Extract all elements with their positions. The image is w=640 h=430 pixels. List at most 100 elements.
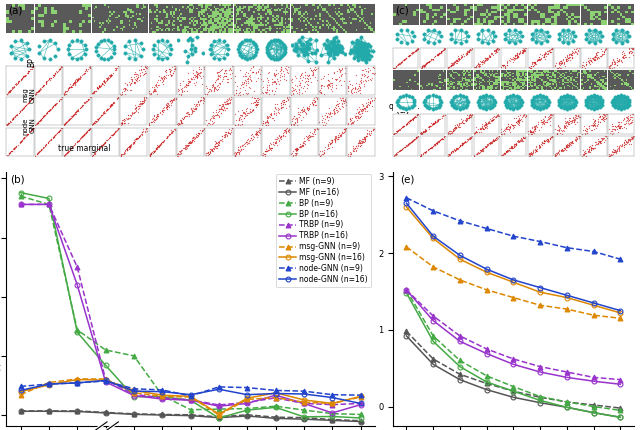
Point bbox=[176, 91, 186, 98]
Point bbox=[351, 147, 361, 154]
Point bbox=[331, 134, 341, 141]
Point bbox=[424, 92, 435, 99]
Point bbox=[582, 128, 593, 135]
Point bbox=[146, 89, 156, 96]
Point bbox=[513, 139, 524, 146]
Point bbox=[116, 90, 127, 97]
Point bbox=[340, 51, 350, 58]
Point bbox=[198, 126, 208, 133]
Point bbox=[88, 89, 99, 96]
Point bbox=[488, 137, 498, 144]
Point bbox=[502, 124, 513, 131]
Point bbox=[42, 110, 52, 117]
Point bbox=[183, 82, 193, 89]
Point bbox=[302, 104, 312, 111]
Point bbox=[177, 88, 188, 95]
Point bbox=[26, 126, 36, 133]
Point bbox=[428, 120, 438, 127]
Point bbox=[554, 59, 564, 66]
Point bbox=[108, 130, 118, 137]
Point bbox=[65, 83, 76, 90]
Point bbox=[623, 112, 634, 119]
Point bbox=[476, 148, 486, 155]
Point bbox=[492, 46, 502, 53]
Point bbox=[484, 53, 495, 60]
Point bbox=[572, 135, 582, 142]
Point bbox=[351, 148, 361, 155]
Point bbox=[406, 116, 417, 123]
Point bbox=[409, 48, 419, 55]
Point bbox=[340, 58, 350, 65]
Point bbox=[326, 140, 336, 147]
Point bbox=[339, 124, 349, 131]
Point bbox=[211, 107, 221, 114]
Point bbox=[332, 135, 342, 142]
Point bbox=[283, 126, 293, 133]
Point bbox=[415, 152, 425, 159]
Point bbox=[211, 112, 221, 119]
Point bbox=[409, 114, 419, 121]
Point bbox=[109, 130, 119, 137]
Point bbox=[493, 45, 504, 52]
Point bbox=[83, 96, 93, 103]
Point bbox=[355, 138, 365, 145]
Point bbox=[141, 125, 151, 132]
Point bbox=[575, 114, 585, 120]
Point bbox=[517, 48, 527, 55]
Point bbox=[302, 50, 312, 57]
Point bbox=[446, 127, 456, 134]
TRBP (n=16) bbox=[300, 401, 308, 406]
Point bbox=[454, 141, 465, 148]
Point bbox=[38, 114, 48, 120]
Point bbox=[356, 139, 366, 146]
BP (n=9) bbox=[215, 406, 223, 412]
Point bbox=[607, 64, 617, 71]
Point bbox=[180, 145, 191, 152]
Point bbox=[266, 144, 276, 151]
Point bbox=[44, 75, 54, 82]
Point bbox=[285, 154, 296, 161]
Point bbox=[327, 74, 337, 81]
Point bbox=[552, 130, 563, 137]
Point bbox=[337, 129, 347, 136]
Point bbox=[301, 42, 312, 49]
MF (n=16) bbox=[509, 395, 517, 400]
Point bbox=[473, 61, 483, 68]
Point bbox=[334, 134, 344, 141]
Point bbox=[72, 139, 82, 146]
Point bbox=[451, 124, 461, 131]
Point bbox=[58, 121, 68, 128]
Point bbox=[356, 105, 367, 112]
Point bbox=[360, 72, 370, 79]
Point bbox=[404, 92, 414, 99]
Point bbox=[302, 71, 312, 78]
Point bbox=[460, 117, 470, 124]
Point bbox=[563, 141, 573, 148]
Point bbox=[230, 122, 240, 129]
Point bbox=[590, 26, 600, 33]
Point bbox=[584, 147, 595, 154]
Point bbox=[536, 118, 547, 125]
Point bbox=[230, 152, 240, 159]
Point bbox=[434, 138, 444, 145]
Point bbox=[292, 145, 302, 152]
Point bbox=[116, 150, 126, 157]
Point bbox=[254, 125, 264, 132]
Point bbox=[144, 88, 154, 95]
Point bbox=[359, 138, 369, 145]
Point bbox=[60, 120, 70, 127]
Point bbox=[597, 115, 607, 122]
Point bbox=[464, 47, 474, 54]
Point bbox=[410, 136, 420, 143]
Point bbox=[238, 80, 248, 87]
Point bbox=[532, 123, 543, 130]
Point bbox=[525, 62, 536, 69]
Point bbox=[191, 78, 201, 85]
Point bbox=[565, 53, 575, 60]
Point bbox=[27, 64, 37, 71]
Point bbox=[244, 139, 254, 146]
Point bbox=[219, 104, 229, 111]
Point bbox=[321, 45, 332, 52]
Point bbox=[36, 146, 46, 153]
Point bbox=[469, 153, 479, 160]
